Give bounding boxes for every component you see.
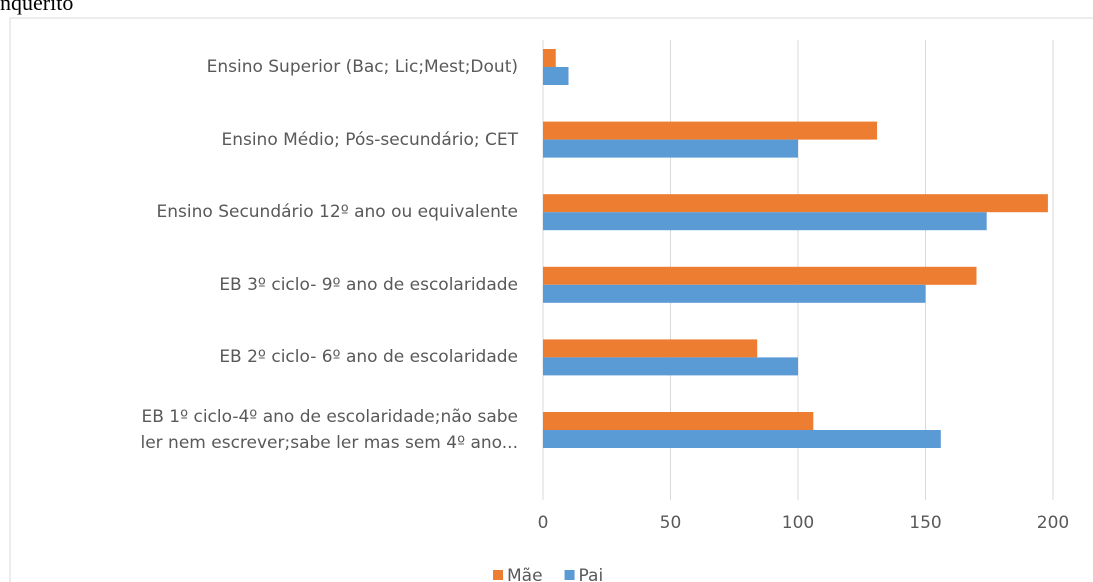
caption: nquérito [0,0,74,15]
bar [543,412,814,430]
y-tick-label: Ensino Médio; Pós-secundário; CET [221,129,518,150]
y-tick-label: EB 3º ciclo- 9º ano de escolaridade [219,274,518,295]
x-tick-label: 200 [1037,513,1069,533]
x-tick-label: 0 [538,513,549,533]
legend-label: Mãe [507,566,543,582]
legend-swatch [493,570,503,580]
y-tick-label: Ensino Secundário 12º ano ou equivalente [156,202,518,223]
bar [543,49,556,67]
legend-label: Pai [579,566,604,582]
bar [543,284,926,303]
y-tick-label: EB 2º ciclo- 6º ano de escolaridade [219,347,518,368]
x-tick-label: 100 [782,513,814,533]
bar [543,339,758,358]
bar [543,194,1048,213]
bar [543,266,977,285]
bar [543,357,798,376]
bar [543,67,569,85]
bar [543,430,941,448]
x-tick-label: 150 [909,513,941,533]
bar [543,212,987,231]
chart-border [9,17,1093,582]
y-tick-label: Ensino Superior (Bac; Lic;Mest;Dout) [206,57,518,77]
legend-swatch [564,570,575,580]
x-tick-label: 50 [660,513,682,533]
y-tick-label: EB 1º ciclo-4º ano de escolaridade;não s… [140,407,518,453]
bar [543,121,878,140]
bar [543,139,798,158]
